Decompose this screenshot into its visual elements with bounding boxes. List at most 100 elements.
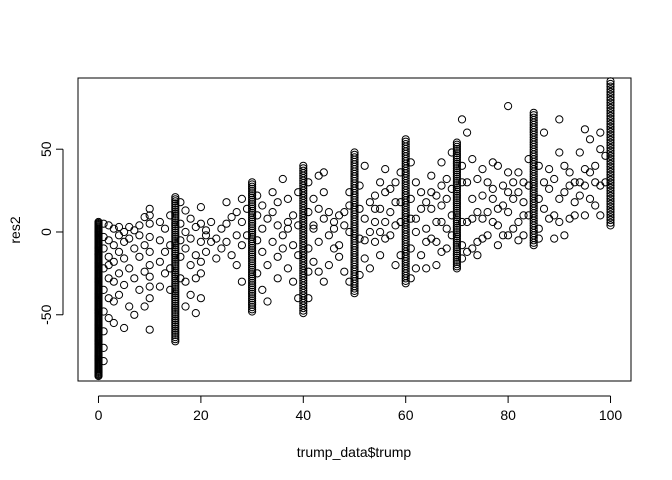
data-point <box>391 221 400 230</box>
data-point <box>109 257 118 266</box>
data-point <box>309 194 318 203</box>
data-point <box>376 251 385 260</box>
data-point <box>452 230 461 239</box>
data-point <box>248 235 257 244</box>
points-layer <box>94 77 615 381</box>
data-point <box>145 294 154 303</box>
data-point <box>248 300 257 309</box>
data-point <box>248 208 257 218</box>
data-point <box>248 257 257 266</box>
data-point <box>606 167 615 177</box>
data-point <box>248 248 257 257</box>
data-point <box>606 159 615 169</box>
data-point <box>452 185 461 194</box>
data-point <box>355 234 364 243</box>
data-point <box>606 111 615 121</box>
data-point <box>104 294 113 303</box>
data-point <box>539 178 549 187</box>
data-point <box>324 261 333 270</box>
data-point <box>519 198 528 207</box>
data-point <box>109 277 118 286</box>
data-point <box>427 188 436 197</box>
data-point <box>463 178 472 187</box>
data-point <box>304 208 313 217</box>
data-point <box>401 135 410 144</box>
data-point <box>114 247 124 256</box>
data-point <box>283 194 292 203</box>
data-point <box>248 193 257 202</box>
data-point <box>304 178 313 187</box>
data-point <box>498 201 508 210</box>
data-point <box>406 214 415 223</box>
data-point <box>104 314 113 323</box>
data-point <box>248 241 257 250</box>
data-point <box>452 249 461 258</box>
data-point <box>509 194 518 203</box>
data-point <box>580 165 590 174</box>
data-point <box>483 208 492 217</box>
data-point <box>580 181 590 190</box>
data-point <box>171 320 180 329</box>
data-point <box>493 241 502 250</box>
data-point <box>314 267 323 276</box>
data-point <box>350 150 359 159</box>
data-point <box>227 213 236 222</box>
data-point <box>329 217 339 227</box>
data-point <box>504 208 513 217</box>
data-point <box>237 277 246 286</box>
data-point <box>171 310 180 319</box>
data-point <box>135 285 144 294</box>
data-point <box>350 148 359 157</box>
data-point <box>452 166 461 175</box>
data-point <box>283 217 292 227</box>
data-point <box>365 227 374 237</box>
data-point <box>171 241 180 250</box>
data-point <box>524 181 533 190</box>
data-point <box>606 101 615 110</box>
data-point <box>294 221 303 230</box>
data-point <box>606 141 615 150</box>
data-point <box>171 226 180 235</box>
data-point <box>406 274 415 283</box>
data-point <box>391 178 400 187</box>
data-point <box>432 261 441 270</box>
data-point <box>171 253 180 262</box>
data-point <box>452 179 461 188</box>
data-point <box>248 217 257 226</box>
data-point <box>596 181 605 190</box>
data-point <box>606 119 615 129</box>
data-point <box>514 168 523 177</box>
data-point <box>396 198 405 207</box>
data-point <box>196 203 205 212</box>
data-point <box>171 312 180 321</box>
data-point <box>442 194 451 203</box>
data-point <box>447 211 456 220</box>
data-point <box>186 234 195 243</box>
data-point <box>457 161 467 170</box>
data-point <box>248 226 257 235</box>
data-point <box>580 125 590 134</box>
data-point <box>212 254 221 263</box>
data-point <box>114 231 124 240</box>
data-point <box>207 217 216 227</box>
data-point <box>452 147 461 156</box>
data-point <box>606 95 615 105</box>
data-point <box>253 236 262 245</box>
data-point <box>417 251 426 260</box>
data-point <box>289 211 298 220</box>
data-point <box>529 111 538 120</box>
data-point <box>401 137 410 146</box>
data-point <box>171 237 180 246</box>
data-point <box>493 221 502 230</box>
data-point <box>248 237 257 246</box>
data-point <box>509 224 518 233</box>
data-point <box>196 237 205 246</box>
data-point <box>411 178 420 187</box>
data-point <box>370 191 380 200</box>
data-point <box>232 261 241 270</box>
data-point <box>606 191 615 201</box>
data-point <box>606 133 615 142</box>
data-point <box>539 204 549 213</box>
data-point <box>171 295 180 304</box>
data-point <box>166 285 175 294</box>
